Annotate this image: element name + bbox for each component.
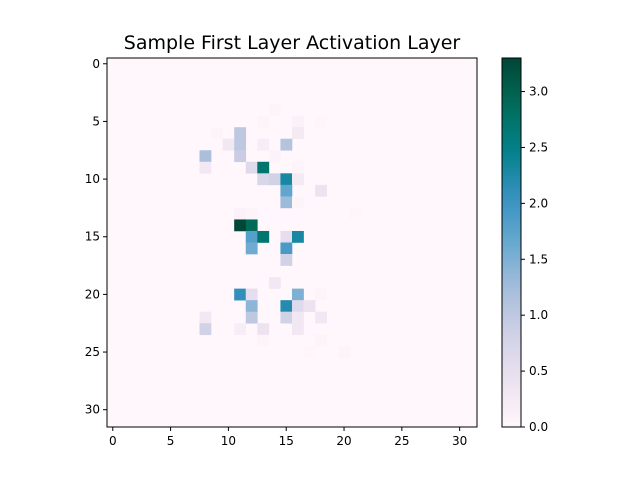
heatmap-cell [257,161,270,174]
colorbar-tick-label: 2.5 [529,140,548,154]
heatmap-cell [280,196,293,209]
heatmap-cell [292,288,304,301]
heatmap-cell [292,173,304,186]
y-tick-label: 5 [92,114,100,128]
x-tick-label: 5 [167,434,175,448]
heatmap-cell [257,230,270,243]
heatmap-cell [234,288,247,301]
x-tick-label: 0 [109,434,117,448]
y-tick-label: 10 [85,172,100,186]
heatmap-cell [292,300,304,312]
heatmap-plot-area: 0 5 10 15 20 25 30 0 5 10 15 20 25 30 [85,57,478,448]
heatmap-cell [315,184,327,197]
heatmap-cell [315,288,327,301]
heatmap-cell [280,300,293,312]
heatmap-cell [199,311,212,324]
heatmap-cell [280,254,293,266]
heatmap-cell [234,323,247,336]
heatmap-cell [280,138,293,151]
chart-title: Sample First Layer Activation Layer [124,32,461,54]
heatmap-cell [234,207,247,220]
y-tick-label: 0 [92,57,100,71]
heatmap-cell [292,230,304,243]
heatmap-cell [245,219,258,232]
colorbar-tick-label: 1.0 [529,308,548,322]
heatmap-cell [280,173,293,186]
heatmap-cell [245,300,258,312]
heatmap-cell [292,115,304,128]
heatmap-cell [245,242,258,255]
heatmap-cell [245,288,258,301]
heatmap-cell [245,230,258,243]
x-tick-label: 10 [221,434,236,448]
x-tick-label: 20 [336,434,351,448]
plot-frame [106,57,478,428]
heatmap-cell [280,311,293,324]
y-axis: 0 5 10 15 20 25 30 [85,57,107,417]
heatmap-cell [199,161,212,174]
heatmap-cells [107,58,477,427]
colorbar-gradient [502,58,521,427]
heatmap-cell [315,311,327,324]
x-tick-label: 30 [452,434,467,448]
heatmap-cell [349,207,362,220]
heatmap-cell [234,219,247,232]
heatmap-cell [292,311,304,324]
heatmap-cell [303,346,316,359]
heatmap-cell [234,138,247,151]
heatmap-cell [315,115,327,128]
y-tick-label: 30 [85,403,100,417]
colorbar: 0.0 0.5 1.0 1.5 2.0 2.5 3.0 [501,57,548,434]
heatmap-cell [315,334,327,347]
heatmap-cell [257,138,270,151]
heatmap-cell [268,173,281,186]
heatmap-cell [257,115,270,128]
heatmap-cell [292,161,304,174]
heatmap-cell [199,150,212,163]
y-tick-label: 15 [85,230,100,244]
heatmap-cell [257,173,270,186]
x-tick-label: 25 [394,434,409,448]
heatmap-cell [292,323,304,336]
y-tick-label: 25 [85,345,100,359]
heatmap-cell [257,323,270,336]
colorbar-ticks: 0.0 0.5 1.0 1.5 2.0 2.5 3.0 [521,85,548,434]
x-axis: 0 5 10 15 20 25 30 [109,427,467,448]
heatmap-cell [268,104,281,116]
heatmap-cell [222,138,235,151]
x-tick-label: 15 [279,434,294,448]
heatmap-cell [245,207,258,220]
heatmap-cell [280,242,293,255]
heatmap-cell [268,150,281,163]
colorbar-frame [501,57,522,428]
y-tick-label: 20 [85,287,100,301]
heatmap-cell [338,346,351,359]
heatmap-cell [245,311,258,324]
heatmap-cell [292,196,304,209]
heatmap-cell [234,150,247,163]
heatmap-cell [292,127,304,140]
heatmap-cell [280,184,293,197]
heatmap-cell [199,323,212,336]
colorbar-tick-label: 1.5 [529,252,548,266]
colorbar-tick-label: 3.0 [529,85,548,99]
heatmap-cell [234,127,247,140]
colorbar-tick-label: 0.5 [529,364,548,378]
colorbar-tick-label: 2.0 [529,196,548,210]
heatmap-cell [245,161,258,174]
heatmap-cell [280,230,293,243]
heatmap-cell [257,334,270,347]
colorbar-tick-label: 0.0 [529,420,548,434]
heatmap-cell [268,277,281,289]
heatmap-cell [211,127,223,140]
heatmap-cell [303,300,316,312]
